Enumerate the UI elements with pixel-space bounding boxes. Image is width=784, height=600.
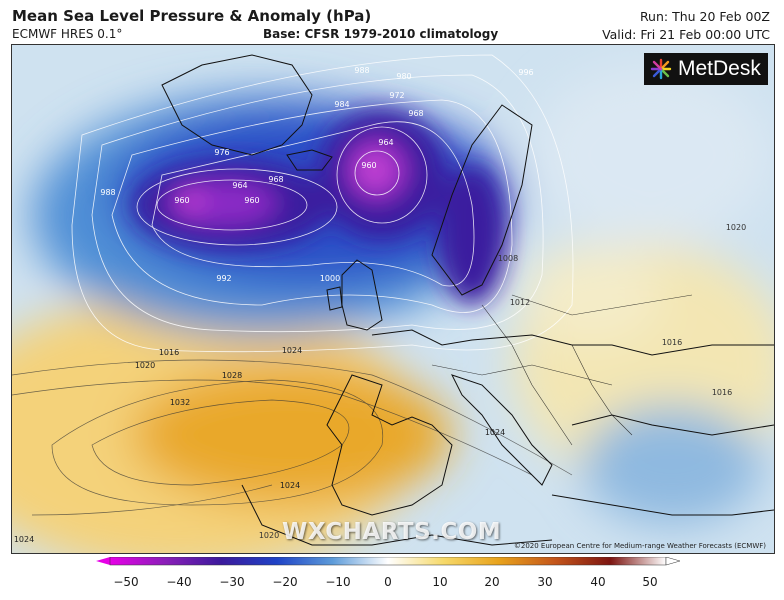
colorbar-max-arrow [665, 557, 680, 566]
isobar-label: 964 [232, 181, 247, 190]
isobar-label: 1000 [320, 274, 340, 283]
isobar-label: 988 [100, 188, 115, 197]
chart-title: Mean Sea Level Pressure & Anomaly (hPa) [12, 7, 372, 25]
isobar-label: 988 [354, 66, 369, 75]
model-name: ECMWF HRES 0.1° [12, 27, 123, 41]
borders [431, 294, 693, 446]
coastlines [161, 54, 774, 546]
colorbar-tick: −50 [113, 575, 139, 589]
isobar-label: 1024 [280, 481, 300, 490]
colorbar-tick: 30 [537, 575, 553, 589]
isobar-label: 980 [396, 72, 411, 81]
isobar-label: 960 [361, 161, 376, 170]
isobar-label: 1024 [14, 535, 34, 544]
colorbar-tick: −40 [166, 575, 192, 589]
colorbar-tick: −30 [219, 575, 245, 589]
isobar-label: 1008 [498, 254, 518, 263]
colorbar-tick: −20 [272, 575, 298, 589]
isobar-label: 1012 [510, 298, 530, 307]
run-time: Run: Thu 20 Feb 00Z [639, 9, 770, 24]
isobar-label: 976 [214, 148, 229, 157]
isobars-high [12, 359, 573, 516]
climatology-base: Base: CFSR 1979-2010 climatology [263, 27, 499, 41]
isobar-label: 1016 [662, 338, 682, 347]
isobars-low [71, 54, 574, 353]
colorbar-min-arrow [96, 557, 110, 565]
isobar-label: 1020 [135, 361, 155, 370]
colorbar-tick: −10 [325, 575, 351, 589]
isobar-label: 1020 [726, 223, 746, 232]
isobar-label-group: 960 960 960 964 964 968 968 972 976 980 … [14, 66, 746, 544]
isobar-label: 984 [334, 100, 349, 109]
metdesk-logo-text: MetDesk [678, 57, 761, 80]
isobar-label: 1024 [282, 346, 302, 355]
isobar-label: 964 [378, 138, 393, 147]
isobar-label: 1016 [712, 388, 732, 397]
isobar-label: 968 [268, 175, 283, 184]
isobar-label: 996 [518, 68, 533, 77]
copyright-notice: ©2020 European Centre for Medium-range W… [513, 542, 766, 550]
colorbar-tick: 20 [484, 575, 500, 589]
isobar-label: 968 [408, 109, 423, 118]
isobar-label: 1028 [222, 371, 242, 380]
isobar-label: 960 [244, 196, 259, 205]
metdesk-logo: MetDesk [644, 53, 768, 85]
isobar-label: 1016 [159, 348, 179, 357]
map-canvas: 960 960 960 964 964 968 968 972 976 980 … [12, 45, 774, 553]
isobar-label: 992 [216, 274, 231, 283]
colorbar-tick: 40 [590, 575, 606, 589]
isobar-label: 1024 [485, 428, 505, 437]
colorbar-strip [96, 557, 680, 566]
isobar-label: 972 [389, 91, 404, 100]
colorbar-tick: 50 [642, 575, 658, 589]
pressure-map: 960 960 960 964 964 968 968 972 976 980 … [11, 44, 775, 554]
colorbar-gradient [109, 557, 667, 566]
isobar-label: 1020 [259, 531, 279, 540]
isobar-label: 960 [174, 196, 189, 205]
watermark: WXCHARTS.COM [282, 519, 502, 545]
colorbar: −50 −40 −30 −20 −10 0 10 20 30 40 50 [96, 557, 680, 597]
colorbar-tick: 0 [384, 575, 392, 589]
colorbar-tick: 10 [432, 575, 448, 589]
metdesk-star-icon [650, 58, 672, 80]
isobar-label: 1032 [170, 398, 190, 407]
valid-time: Valid: Fri 21 Feb 00:00 UTC [602, 27, 770, 42]
